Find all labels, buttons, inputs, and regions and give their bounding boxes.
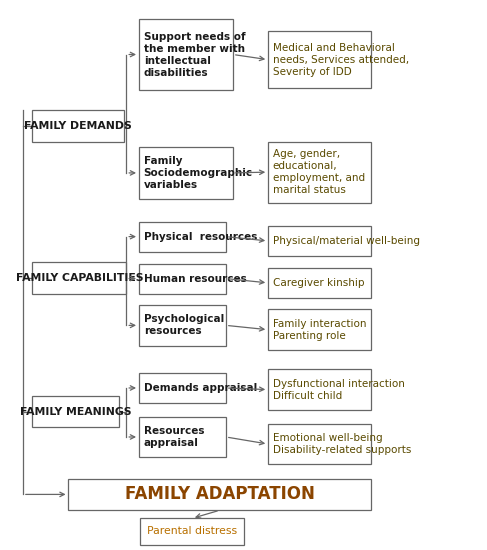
Text: Physical  resources: Physical resources [144, 232, 257, 241]
FancyBboxPatch shape [268, 309, 372, 350]
Text: Dysfunctional interaction
Difficult child: Dysfunctional interaction Difficult chil… [273, 378, 405, 400]
FancyBboxPatch shape [139, 222, 226, 251]
Text: FAMILY CAPABILITIES: FAMILY CAPABILITIES [16, 273, 143, 283]
FancyBboxPatch shape [268, 268, 372, 298]
Text: Support needs of
the member with
intellectual
disabilities: Support needs of the member with intelle… [144, 31, 245, 78]
FancyBboxPatch shape [32, 110, 124, 141]
FancyBboxPatch shape [32, 396, 119, 427]
Text: Psychological
resources: Psychological resources [144, 315, 224, 337]
FancyBboxPatch shape [139, 147, 233, 199]
Text: Physical/material well-being: Physical/material well-being [273, 236, 420, 246]
Text: Family
Sociodemographic
variables: Family Sociodemographic variables [144, 156, 253, 190]
FancyBboxPatch shape [32, 262, 126, 294]
FancyBboxPatch shape [268, 369, 372, 410]
FancyBboxPatch shape [139, 263, 226, 294]
Text: Medical and Behavioral
needs, Services attended,
Severity of IDD: Medical and Behavioral needs, Services a… [273, 43, 409, 76]
Text: FAMILY MEANINGS: FAMILY MEANINGS [20, 406, 131, 417]
Text: Demands appraisal: Demands appraisal [144, 383, 257, 393]
FancyBboxPatch shape [268, 226, 372, 256]
Text: Human resources: Human resources [144, 273, 246, 284]
FancyBboxPatch shape [268, 424, 372, 464]
Text: Age, gender,
educational,
employment, and
marital status: Age, gender, educational, employment, an… [273, 149, 365, 195]
FancyBboxPatch shape [139, 305, 226, 346]
FancyBboxPatch shape [140, 518, 244, 544]
Text: Emotional well-being
Disability-related supports: Emotional well-being Disability-related … [273, 433, 411, 455]
Text: Parental distress: Parental distress [147, 526, 237, 536]
Text: FAMILY DEMANDS: FAMILY DEMANDS [24, 121, 132, 131]
FancyBboxPatch shape [139, 373, 226, 403]
Text: FAMILY ADAPTATION: FAMILY ADAPTATION [125, 486, 315, 503]
FancyBboxPatch shape [268, 31, 372, 88]
Text: Resources
appraisal: Resources appraisal [144, 426, 204, 448]
FancyBboxPatch shape [139, 416, 226, 458]
Text: Caregiver kinship: Caregiver kinship [273, 278, 364, 288]
Text: Family interaction
Parenting role: Family interaction Parenting role [273, 318, 366, 340]
FancyBboxPatch shape [69, 478, 372, 510]
FancyBboxPatch shape [139, 19, 233, 90]
FancyBboxPatch shape [268, 141, 372, 202]
